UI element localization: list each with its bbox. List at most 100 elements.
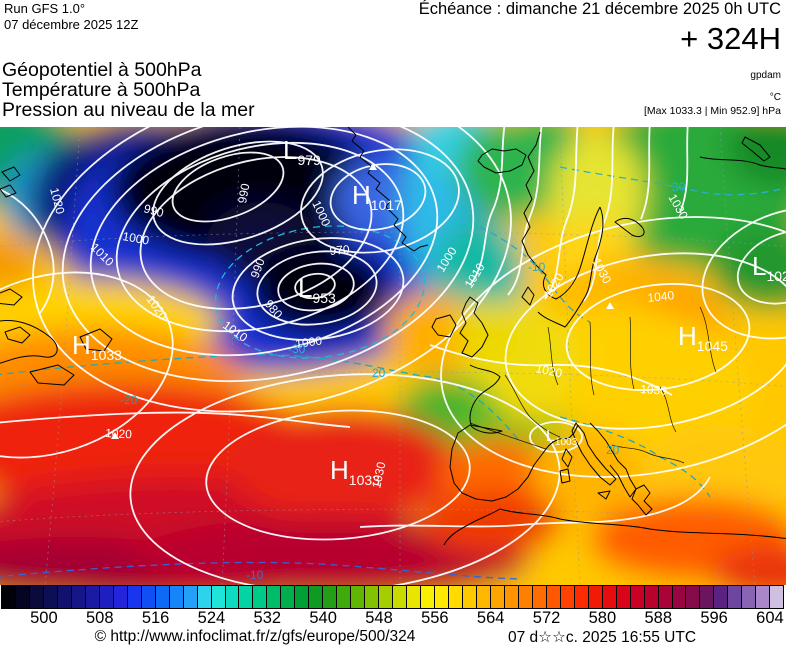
colorbar-cell <box>448 585 463 609</box>
colorbar-cell <box>294 585 310 609</box>
colorbar-cell <box>182 585 198 609</box>
temp-label: -20 <box>120 393 138 407</box>
latlon-grid <box>0 127 786 585</box>
colorbar-cell <box>168 585 184 609</box>
parameter-list: Géopotentiel à 500hPa Température à 500h… <box>2 60 255 120</box>
pressure-center: H1017 <box>352 180 402 213</box>
contour-label: 1030 <box>369 460 388 489</box>
colorbar-cell <box>727 585 743 609</box>
pressure-minmax: [Max 1033.3 | Min 952.9] hPa <box>644 105 781 117</box>
colorbar-cell <box>126 585 142 609</box>
colorbar-cell <box>503 585 519 609</box>
temp-label: 20 <box>372 366 386 380</box>
colorbar-tick: 580 <box>588 609 617 627</box>
colorbar-cell <box>685 585 701 609</box>
colorbar-cell <box>741 585 757 609</box>
contour-label: 990 <box>248 256 268 280</box>
colorbar-tick: 556 <box>421 609 449 627</box>
colorbar-tick: 516 <box>141 609 170 627</box>
contour-label: 990 <box>142 201 165 220</box>
colorbar-cell <box>517 585 533 609</box>
colorbar-tick: 548 <box>365 609 393 627</box>
contour-label: 1040 <box>647 288 675 305</box>
isobar-contours <box>0 127 786 585</box>
colorbar-cell <box>392 585 408 609</box>
station-markers <box>111 163 614 439</box>
temp-label: -30 <box>288 342 306 356</box>
footer: © http://www.infoclimat.fr/z/gfs/europe/… <box>0 627 786 648</box>
pressure-center: L979 <box>283 135 321 168</box>
colorbar-tick: 588 <box>644 609 673 627</box>
colorbar-tick: 524 <box>197 609 226 627</box>
colorbar-cell <box>461 585 477 609</box>
colorbar-tick: 564 <box>476 609 505 627</box>
colorbar-cell <box>434 585 449 609</box>
colorbar-cell <box>266 585 282 609</box>
contour-label: 1000 <box>294 333 323 351</box>
colorbar-cell <box>615 585 631 609</box>
colorbar-cell <box>601 585 617 609</box>
colorbar-cell <box>475 585 491 609</box>
colorbar-cell <box>42 585 58 609</box>
contour-label: 1020 <box>105 426 133 441</box>
generation-datetime: 07 d☆☆c. 2025 16:55 UTC <box>507 629 697 646</box>
colorbar-cell <box>154 585 170 609</box>
colorbar-cell <box>14 585 30 609</box>
parameter-geopotential: Géopotentiel à 500hPa <box>2 59 202 81</box>
colorbar-cell <box>224 585 240 609</box>
colorbar-cell <box>56 585 72 609</box>
colorbar-cell <box>336 585 352 609</box>
colorbar-tick: 604 <box>756 609 784 627</box>
colorbar-cell <box>420 585 436 609</box>
contour-label: 1020 <box>534 361 563 380</box>
pressure-centers: L979 H1017 L953 H1033 H1045 H1033 L102 L… <box>72 135 786 488</box>
colorbar-cell <box>1 585 16 609</box>
colorbar-cell <box>699 585 715 609</box>
coastlines <box>0 127 786 546</box>
pressure-center: H1045 <box>678 321 728 354</box>
colorbar-tick: 532 <box>253 609 282 627</box>
run-date: 07 décembre 2025 12Z <box>4 17 139 32</box>
temp-label: 30 <box>672 180 686 194</box>
parameter-temperature: Température à 500hPa <box>2 79 201 101</box>
colorbar-tick: 572 <box>532 609 561 627</box>
colorbar-tick: 508 <box>85 609 114 627</box>
colorbar-cell <box>406 585 422 609</box>
colorbar-cell <box>671 585 687 609</box>
temp-label: -10 <box>246 568 264 582</box>
colorbar-cell <box>489 585 505 609</box>
colorbar-cell <box>629 585 645 609</box>
colorbar-cell <box>643 585 659 609</box>
forecast-valid-time: Échéance : dimanche 21 décembre 2025 0h … <box>418 0 781 18</box>
colorbar-cell <box>350 585 366 609</box>
colorbar-cell <box>210 585 226 609</box>
pressure-center: L102 <box>752 251 786 284</box>
run-model: Run GFS 1.0° <box>4 1 86 16</box>
colorbar-cell <box>70 585 86 609</box>
contour-label: 1030 <box>640 382 668 398</box>
colorbar-tick-labels: 500 508 516 524 532 540 548 556 564 572 580 588 596 6… <box>0 609 786 627</box>
copyright-url: © http://www.infoclimat.fr/z/gfs/europe/… <box>94 628 416 645</box>
colorbar-cell <box>378 585 394 609</box>
temp-label: 20 <box>606 443 620 457</box>
colorbar-cell <box>769 585 785 609</box>
colorbar-cell <box>196 585 212 609</box>
contour-label: 970 <box>329 242 350 258</box>
colorbar-tick: 500 <box>30 609 58 627</box>
colorbar-cell <box>545 585 561 609</box>
colorbar-cell <box>112 585 128 609</box>
colorbar-cell <box>755 585 771 609</box>
forecast-offset: + 324H <box>680 21 781 56</box>
contour-label: 1000 <box>121 229 150 247</box>
pressure-center: H1033 <box>330 455 380 488</box>
colorbar-cell <box>84 585 100 609</box>
colorbar-tick: 540 <box>309 609 337 627</box>
unit-geopotential: gpdam <box>750 70 781 81</box>
colorbar-cell <box>140 585 156 609</box>
colorbar-tick: 596 <box>700 609 728 627</box>
colorbar-cell <box>308 585 324 609</box>
contour-label: 1020 <box>47 186 68 216</box>
colorbar-cell <box>573 585 589 609</box>
colorbar-cell <box>252 585 268 609</box>
colorbar-cell <box>322 585 338 609</box>
